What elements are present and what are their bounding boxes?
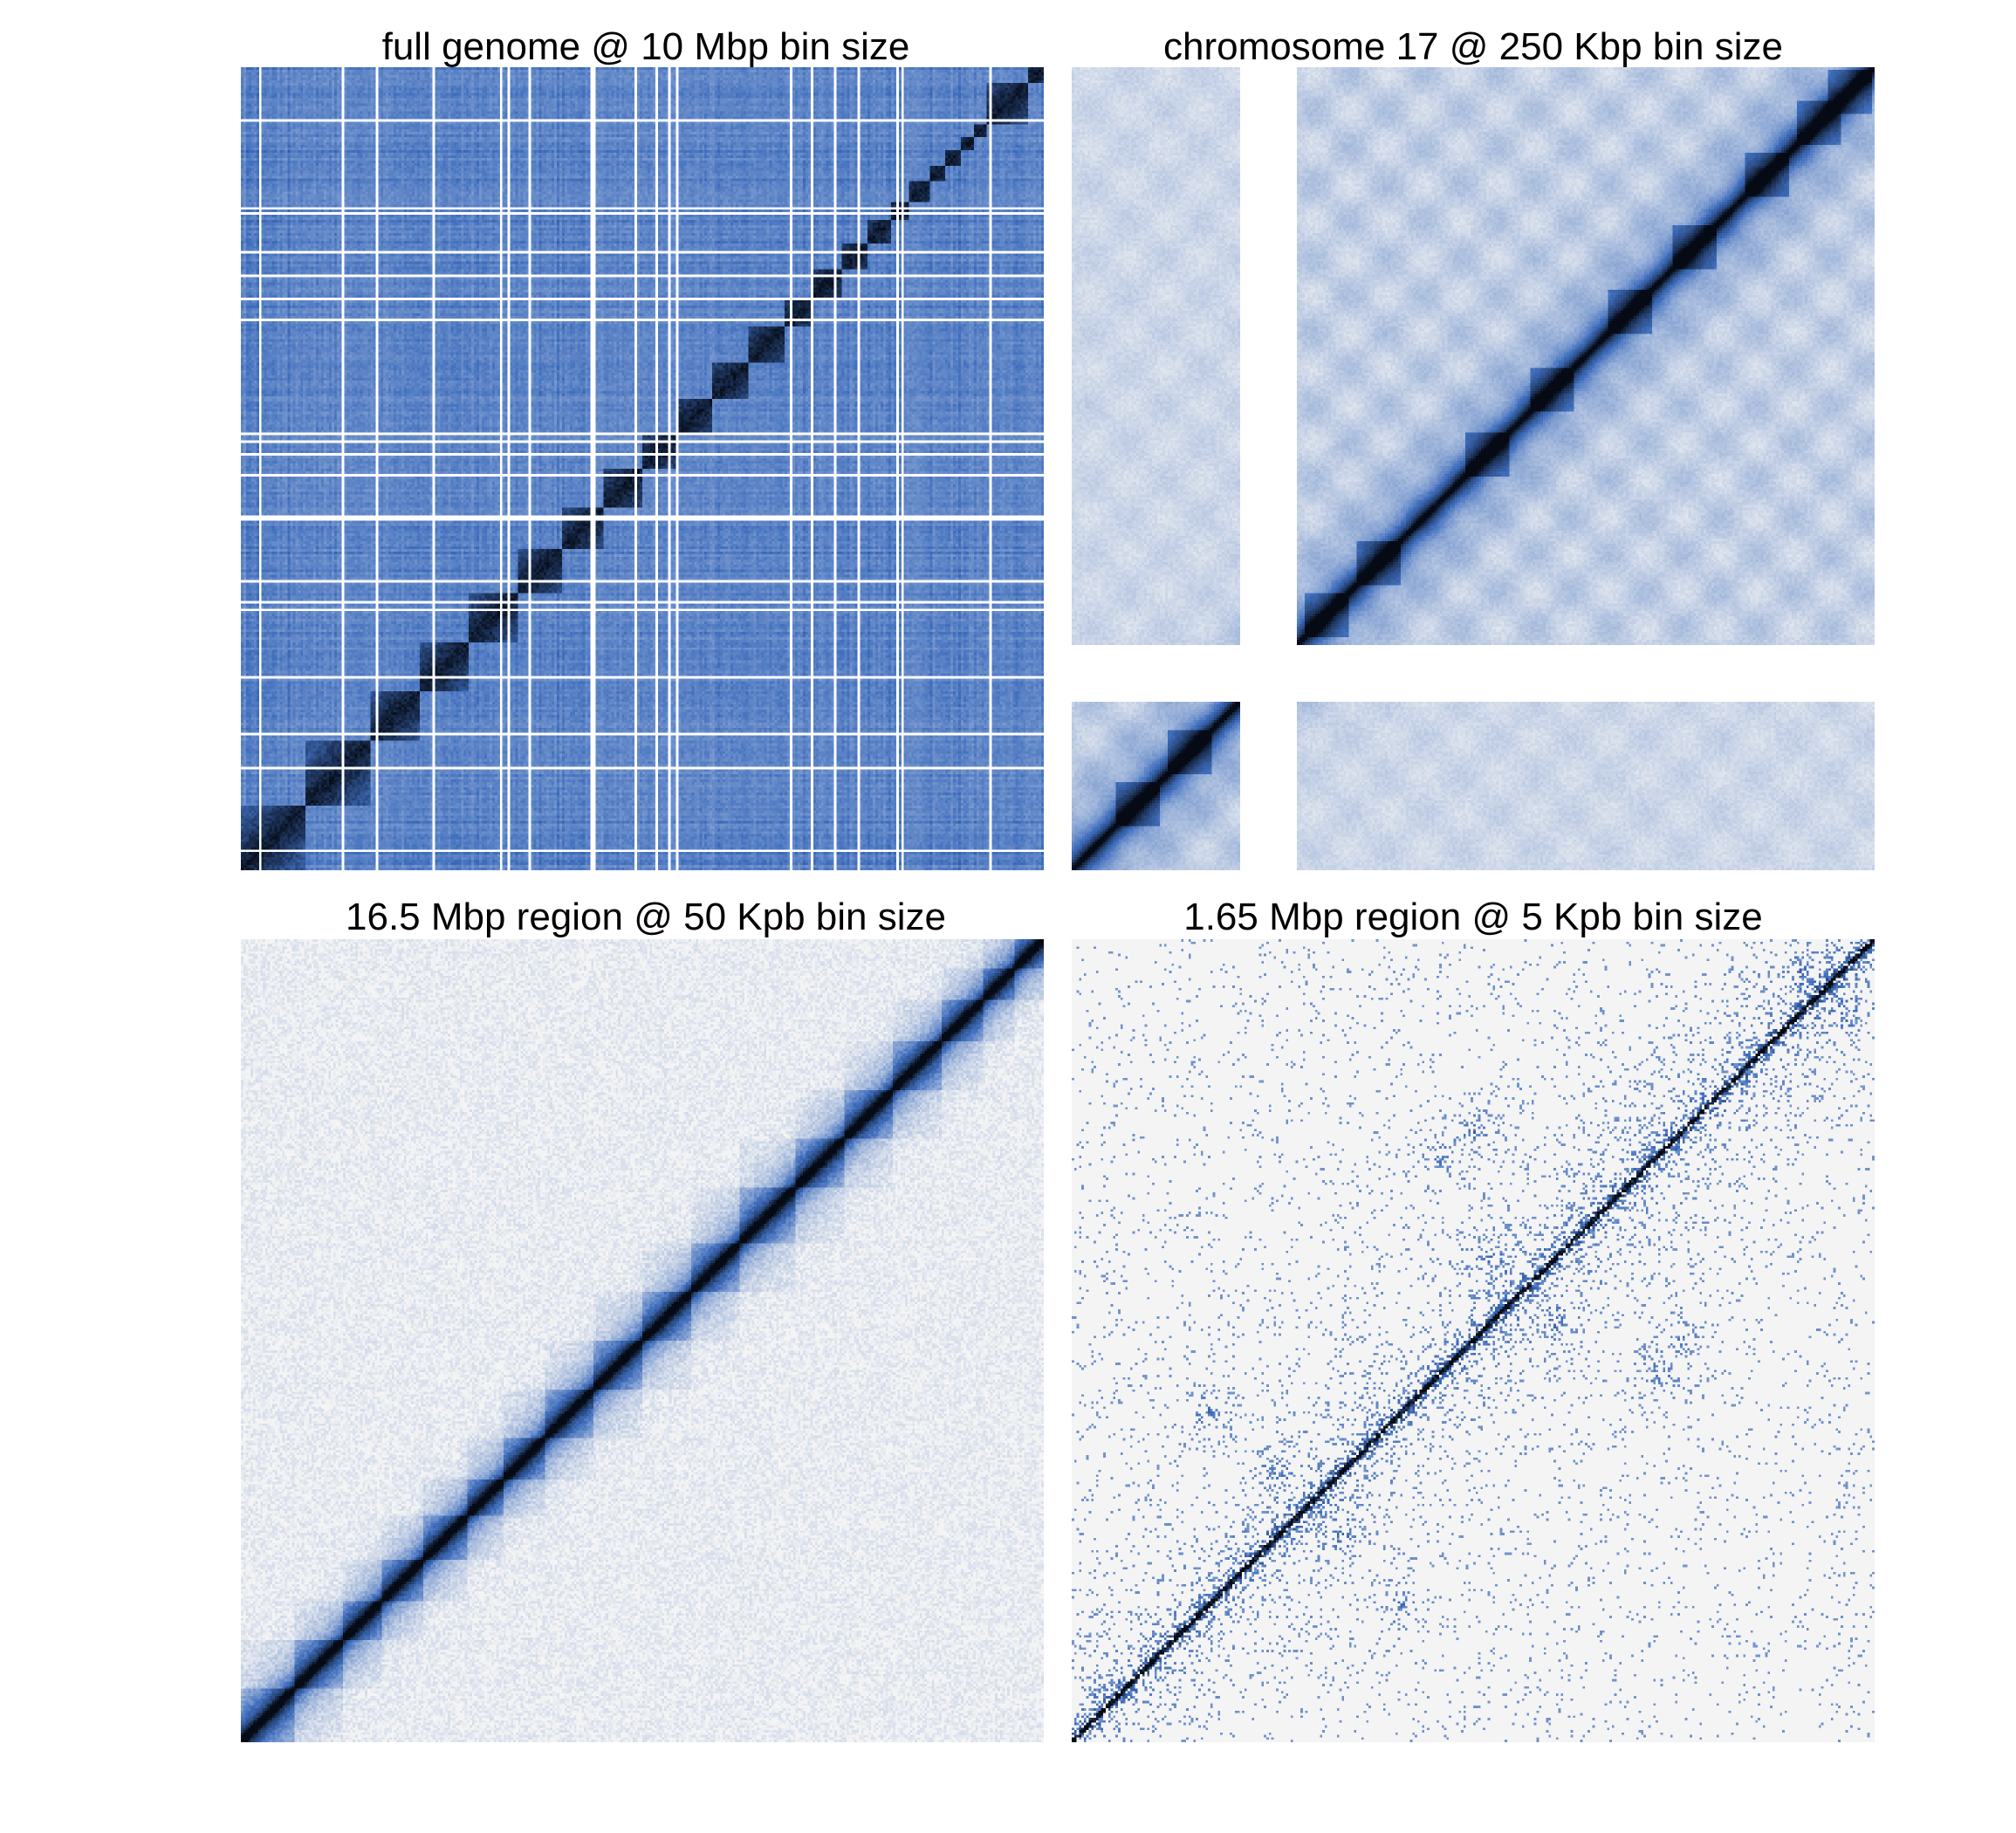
panel-title-region-50kbp: 16.5 Mbp region @ 50 Kpb bin size: [346, 896, 946, 938]
heatmap-region-5kbp: [1072, 939, 1875, 1742]
panel-title-genome: full genome @ 10 Mbp bin size: [381, 25, 910, 68]
panel-title-region-5kbp: 1.65 Mbp region @ 5 Kpb bin size: [1183, 896, 1763, 938]
heatmap-chromosome: [1072, 67, 1875, 870]
heatmap-region-50kbp: [241, 939, 1044, 1742]
heatmap-genome: [241, 67, 1044, 870]
panel-title-chromosome: chromosome 17 @ 250 Kbp bin size: [1163, 25, 1783, 68]
